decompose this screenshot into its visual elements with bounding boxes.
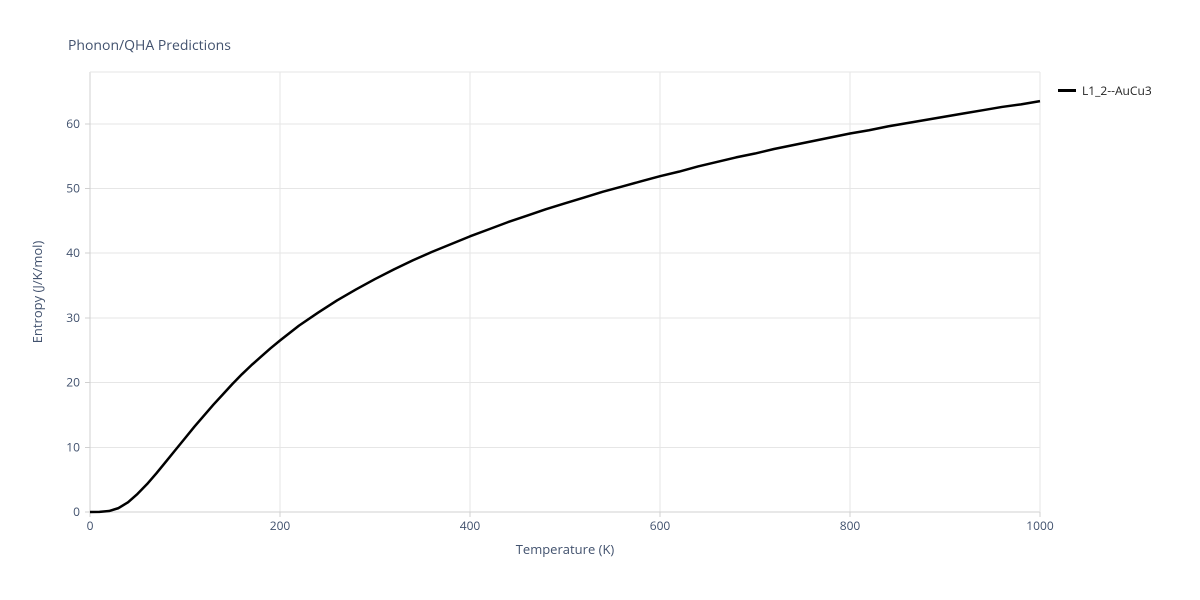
svg-text:10: 10 xyxy=(66,438,80,455)
legend-swatch xyxy=(1058,89,1076,92)
svg-text:60: 60 xyxy=(66,115,80,132)
legend: L1_2--AuCu3 xyxy=(1058,82,1152,99)
legend-label: L1_2--AuCu3 xyxy=(1082,82,1152,99)
svg-text:400: 400 xyxy=(460,517,481,534)
svg-text:Temperature (K): Temperature (K) xyxy=(516,540,615,558)
svg-text:30: 30 xyxy=(66,309,80,326)
svg-text:0: 0 xyxy=(73,503,80,520)
chart-plot: 0 200 400 600 800 1000 0 10 20 30 40 50 60 Temperatur… xyxy=(0,0,1200,600)
svg-text:20: 20 xyxy=(66,374,80,391)
svg-text:600: 600 xyxy=(650,517,671,534)
svg-text:200: 200 xyxy=(270,517,291,534)
chart-container: Phonon/QHA Predictions 02004006008001000… xyxy=(0,0,1200,600)
svg-text:Entropy (J/K/mol): Entropy (J/K/mol) xyxy=(28,241,46,344)
svg-text:1000: 1000 xyxy=(1026,517,1054,534)
svg-text:50: 50 xyxy=(66,179,80,196)
svg-text:40: 40 xyxy=(66,244,80,261)
svg-text:0: 0 xyxy=(87,517,94,534)
svg-text:800: 800 xyxy=(840,517,861,534)
